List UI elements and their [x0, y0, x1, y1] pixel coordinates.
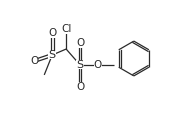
Text: S: S	[49, 50, 56, 60]
FancyBboxPatch shape	[49, 51, 56, 60]
Text: O: O	[76, 82, 84, 92]
Text: O: O	[48, 28, 56, 38]
FancyBboxPatch shape	[31, 57, 38, 66]
FancyBboxPatch shape	[76, 39, 84, 48]
Text: O: O	[76, 38, 84, 48]
FancyBboxPatch shape	[76, 82, 84, 91]
FancyBboxPatch shape	[94, 60, 102, 69]
Text: O: O	[30, 56, 38, 66]
FancyBboxPatch shape	[49, 29, 56, 38]
Text: S: S	[77, 60, 84, 70]
FancyBboxPatch shape	[61, 25, 71, 34]
Text: O: O	[94, 60, 102, 70]
FancyBboxPatch shape	[76, 60, 84, 69]
Text: Cl: Cl	[61, 24, 71, 34]
